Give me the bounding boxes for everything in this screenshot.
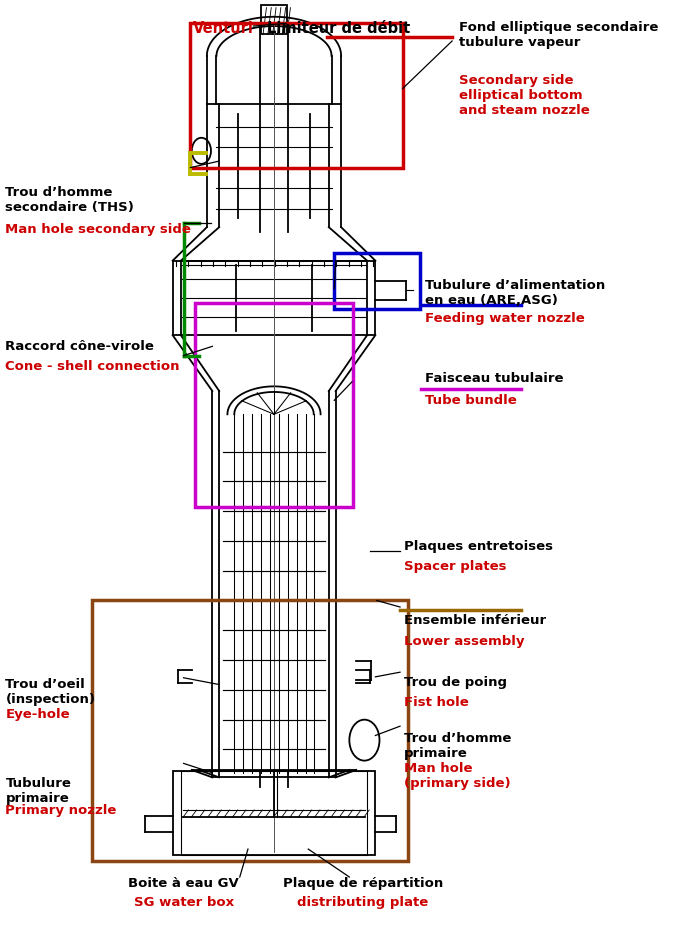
Text: Trou d’homme
secondaire (THS): Trou d’homme secondaire (THS) — [5, 186, 134, 214]
Text: Primary nozzle: Primary nozzle — [5, 804, 117, 817]
Text: Spacer plates: Spacer plates — [404, 560, 507, 573]
Bar — [173, 771, 375, 855]
Text: Raccord cône-virole: Raccord cône-virole — [5, 340, 154, 353]
Text: Feeding water nozzle: Feeding water nozzle — [425, 312, 584, 325]
Bar — [190, 23, 403, 168]
Bar — [181, 771, 367, 855]
Bar — [195, 303, 353, 507]
Text: Limiteur de débit: Limiteur de débit — [267, 21, 410, 36]
Text: Tube bundle: Tube bundle — [425, 394, 516, 407]
Text: Cone - shell connection: Cone - shell connection — [5, 360, 180, 373]
Bar — [261, 5, 287, 34]
Text: Plaques entretoises: Plaques entretoises — [404, 540, 553, 553]
Text: Trou d’oeil
(inspection): Trou d’oeil (inspection) — [5, 678, 95, 706]
Text: Lower assembly: Lower assembly — [404, 635, 525, 648]
Text: Venturi: Venturi — [192, 21, 253, 36]
Bar — [92, 600, 408, 861]
Text: Tubulure d’alimentation
en eau (ARE,ASG): Tubulure d’alimentation en eau (ARE,ASG) — [425, 279, 605, 307]
Text: Tubulure
primaire: Tubulure primaire — [5, 777, 71, 805]
Text: Plaque de répartition: Plaque de répartition — [283, 877, 443, 890]
Text: Boite à eau GV: Boite à eau GV — [128, 877, 239, 890]
Text: Man hole
(primary side): Man hole (primary side) — [404, 762, 511, 789]
Text: Faisceau tubulaire: Faisceau tubulaire — [425, 372, 563, 385]
Text: Man hole secondary side: Man hole secondary side — [5, 223, 191, 236]
Bar — [334, 253, 420, 309]
Text: Eye-hole: Eye-hole — [5, 708, 70, 721]
Text: Fond elliptique secondaire
tubulure vapeur: Fond elliptique secondaire tubulure vape… — [459, 21, 658, 49]
Text: SG water box: SG water box — [134, 896, 234, 909]
Text: Trou de poing: Trou de poing — [404, 676, 507, 689]
Text: Ensemble inférieur: Ensemble inférieur — [404, 614, 546, 627]
Text: Fist hole: Fist hole — [404, 696, 469, 709]
Text: Secondary side
elliptical bottom
and steam nozzle: Secondary side elliptical bottom and ste… — [459, 74, 590, 117]
Text: Trou d’homme
primaire: Trou d’homme primaire — [404, 732, 512, 760]
Text: distributing plate: distributing plate — [297, 896, 429, 909]
